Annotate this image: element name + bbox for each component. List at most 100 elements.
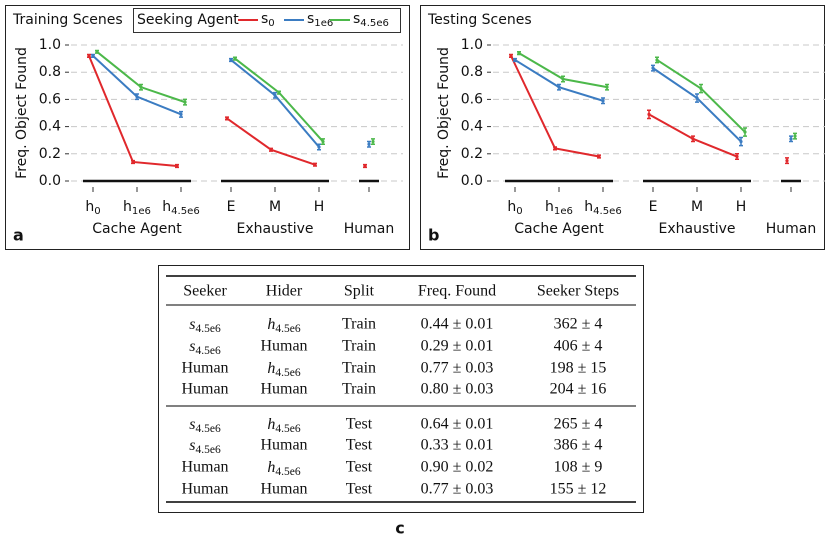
x-tick-label: h1e6 <box>123 199 151 217</box>
table-cell: s4.5e6 <box>189 437 221 456</box>
y-tick-label: 0.6 <box>461 91 483 107</box>
data-point <box>313 163 317 167</box>
y-tick-label: 0.4 <box>461 119 483 135</box>
table-cell: h4.5e6 <box>267 360 301 379</box>
x-tick-label: H <box>736 199 747 215</box>
table-cell: s4.5e6 <box>189 416 221 435</box>
table-cell: Train <box>342 338 376 355</box>
table-cell: 0.44 ± 0.01 <box>421 316 494 333</box>
data-point <box>789 137 793 141</box>
data-point <box>785 159 789 163</box>
group-label: Exhaustive <box>236 221 313 237</box>
table-cell: Test <box>346 437 373 454</box>
series-line <box>652 67 742 143</box>
table-cell: 0.80 ± 0.03 <box>421 381 494 398</box>
table-cell: Human <box>181 381 228 398</box>
table-cell: Test <box>346 459 373 476</box>
y-tick-label: 1.0 <box>39 37 61 53</box>
x-tick-label: h4.5e6 <box>584 199 622 217</box>
data-point <box>655 58 659 62</box>
table-cell: Human <box>181 459 228 476</box>
table-cell: 406 ± 4 <box>554 338 603 355</box>
data-point <box>273 93 277 97</box>
data-point <box>651 66 655 70</box>
table-cell: 362 ± 4 <box>554 316 603 333</box>
table-cell: Test <box>346 481 373 498</box>
y-tick-label: 1.0 <box>461 37 483 53</box>
data-point <box>135 95 139 99</box>
data-point <box>695 96 699 100</box>
table-cell: 265 ± 4 <box>554 416 603 433</box>
data-point <box>91 54 95 58</box>
table-cell: s4.5e6 <box>189 316 221 335</box>
data-point <box>183 100 187 104</box>
table-cell: h4.5e6 <box>267 459 301 478</box>
data-point <box>95 50 99 54</box>
table-cell: 155 ± 12 <box>550 481 607 498</box>
series-line <box>656 59 746 133</box>
data-point <box>553 146 557 150</box>
data-point <box>225 116 229 121</box>
y-tick-label: 0.2 <box>461 146 483 162</box>
table-header: Split <box>344 283 375 300</box>
data-point <box>175 164 179 168</box>
table-cell: 0.77 ± 0.03 <box>421 360 494 377</box>
series-line <box>96 51 186 104</box>
table-cell: 0.90 ± 0.02 <box>421 459 494 476</box>
table-cell: 0.29 ± 0.01 <box>421 338 494 355</box>
legend-label: s4.5e6 <box>353 11 389 29</box>
data-point <box>517 51 521 55</box>
group-label: Exhaustive <box>658 221 735 237</box>
data-point <box>793 134 797 138</box>
table-cell: Human <box>260 481 307 498</box>
table-cell: 204 ± 16 <box>550 381 607 398</box>
chart: Freq. Object Found 0.0 0.2 0.4 0.6 0.8 1.0 h0 h1… <box>14 8 403 237</box>
data-point <box>557 85 561 89</box>
data-point <box>131 160 135 164</box>
x-tick-label: M <box>691 199 703 215</box>
group-label: Cache Agent <box>92 221 182 237</box>
table-cell: 198 ± 15 <box>550 360 607 377</box>
data-point <box>269 148 273 152</box>
table-cell: Train <box>342 316 376 333</box>
x-tick-label: h4.5e6 <box>162 199 200 217</box>
table-cell: h4.5e6 <box>267 416 301 435</box>
data-point <box>735 154 739 159</box>
x-tick-label: E <box>649 199 658 215</box>
table-cell: Human <box>181 481 228 498</box>
data-point <box>277 91 281 95</box>
y-tick-label: 0.8 <box>39 64 61 80</box>
table-cell: Test <box>346 416 373 433</box>
data-point <box>179 112 183 116</box>
table-cell: 0.77 ± 0.03 <box>421 481 494 498</box>
x-tick-label: h0 <box>507 199 522 217</box>
panel-frame <box>5 5 410 250</box>
data-point <box>561 77 565 81</box>
data-point <box>691 137 695 141</box>
data-point <box>87 54 91 58</box>
table-cell: Train <box>342 381 376 398</box>
legend-title: Seeking Agent <box>137 12 239 28</box>
series-line <box>230 59 320 148</box>
panel-frame <box>158 265 644 513</box>
table-cell: 0.64 ± 0.01 <box>421 416 494 433</box>
x-tick-label: E <box>227 199 236 215</box>
chart: Freq. Object Found 0.0 0.2 0.4 0.6 0.8 1.0 h0 h1… <box>436 37 825 237</box>
table-cell: 108 ± 9 <box>554 459 603 476</box>
data-point <box>513 58 517 62</box>
x-tick-label: h0 <box>85 199 100 217</box>
group-label: Human <box>766 221 817 237</box>
data-point <box>321 139 325 144</box>
data-point <box>509 54 513 58</box>
panel-label: b <box>428 226 439 245</box>
y-tick-label: 0.0 <box>461 173 483 189</box>
panel-label: a <box>13 226 24 245</box>
data-point <box>605 85 609 89</box>
legend-label: s1e6 <box>307 11 333 29</box>
series-line <box>514 59 604 102</box>
table-header: Freq. Found <box>418 283 496 300</box>
y-tick-label: 0.4 <box>39 119 61 135</box>
data-point <box>743 130 747 134</box>
group-label: Human <box>344 221 395 237</box>
